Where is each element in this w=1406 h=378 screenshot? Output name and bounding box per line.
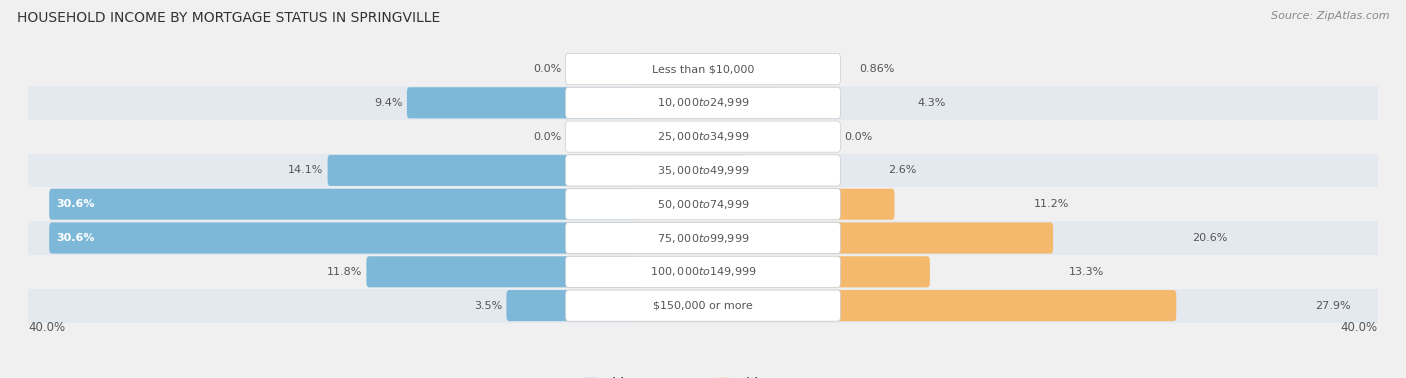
- FancyBboxPatch shape: [633, 223, 1053, 254]
- FancyBboxPatch shape: [565, 155, 841, 186]
- FancyBboxPatch shape: [49, 223, 638, 254]
- Text: 11.2%: 11.2%: [1033, 199, 1069, 209]
- Text: 9.4%: 9.4%: [374, 98, 402, 108]
- FancyBboxPatch shape: [565, 189, 841, 220]
- Text: 0.0%: 0.0%: [845, 132, 873, 142]
- FancyBboxPatch shape: [633, 290, 1177, 321]
- FancyBboxPatch shape: [565, 53, 841, 85]
- Text: 11.8%: 11.8%: [326, 267, 363, 277]
- FancyBboxPatch shape: [633, 155, 749, 186]
- Bar: [28, 153, 1378, 187]
- Text: Source: ZipAtlas.com: Source: ZipAtlas.com: [1271, 11, 1389, 21]
- Text: $75,000 to $99,999: $75,000 to $99,999: [657, 231, 749, 245]
- Bar: [28, 86, 1378, 120]
- Text: $10,000 to $24,999: $10,000 to $24,999: [657, 96, 749, 109]
- Text: 0.0%: 0.0%: [533, 132, 561, 142]
- FancyBboxPatch shape: [633, 53, 720, 85]
- FancyBboxPatch shape: [565, 87, 841, 118]
- Legend: Without Mortgage, With Mortgage: Without Mortgage, With Mortgage: [583, 377, 823, 378]
- FancyBboxPatch shape: [565, 256, 841, 287]
- FancyBboxPatch shape: [406, 87, 638, 118]
- Text: 30.6%: 30.6%: [56, 199, 96, 209]
- Text: 40.0%: 40.0%: [1341, 321, 1378, 334]
- Bar: [28, 255, 1378, 289]
- Text: 30.6%: 30.6%: [56, 233, 96, 243]
- Bar: [28, 120, 1378, 153]
- Text: 2.6%: 2.6%: [889, 166, 917, 175]
- Text: 4.3%: 4.3%: [917, 98, 946, 108]
- Text: 3.5%: 3.5%: [474, 301, 502, 311]
- Text: 0.86%: 0.86%: [859, 64, 894, 74]
- Text: $100,000 to $149,999: $100,000 to $149,999: [650, 265, 756, 278]
- FancyBboxPatch shape: [633, 87, 778, 118]
- Text: 0.0%: 0.0%: [533, 64, 561, 74]
- Bar: [28, 187, 1378, 221]
- Text: $35,000 to $49,999: $35,000 to $49,999: [657, 164, 749, 177]
- Text: 20.6%: 20.6%: [1192, 233, 1227, 243]
- Text: $50,000 to $74,999: $50,000 to $74,999: [657, 198, 749, 211]
- FancyBboxPatch shape: [633, 189, 894, 220]
- Text: Less than $10,000: Less than $10,000: [652, 64, 754, 74]
- FancyBboxPatch shape: [633, 256, 929, 287]
- FancyBboxPatch shape: [565, 223, 841, 254]
- Bar: [28, 289, 1378, 322]
- Bar: [28, 221, 1378, 255]
- Text: HOUSEHOLD INCOME BY MORTGAGE STATUS IN SPRINGVILLE: HOUSEHOLD INCOME BY MORTGAGE STATUS IN S…: [17, 11, 440, 25]
- FancyBboxPatch shape: [565, 290, 841, 321]
- FancyBboxPatch shape: [367, 256, 638, 287]
- Text: 14.1%: 14.1%: [288, 166, 323, 175]
- FancyBboxPatch shape: [565, 121, 841, 152]
- FancyBboxPatch shape: [506, 290, 638, 321]
- FancyBboxPatch shape: [49, 189, 638, 220]
- Text: 27.9%: 27.9%: [1316, 301, 1351, 311]
- Bar: [28, 52, 1378, 86]
- Text: 40.0%: 40.0%: [28, 321, 65, 334]
- FancyBboxPatch shape: [328, 155, 638, 186]
- Text: $25,000 to $34,999: $25,000 to $34,999: [657, 130, 749, 143]
- Text: $150,000 or more: $150,000 or more: [654, 301, 752, 311]
- Text: 13.3%: 13.3%: [1069, 267, 1104, 277]
